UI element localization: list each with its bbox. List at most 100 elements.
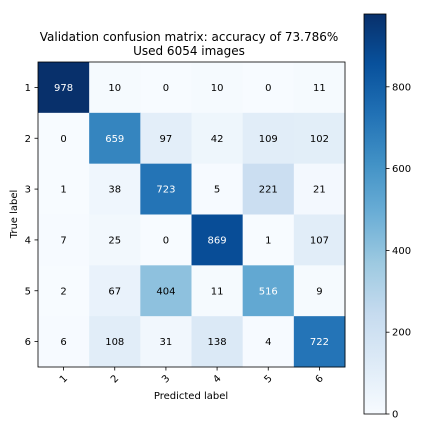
cell-value-label: 0 xyxy=(163,235,169,246)
cell-value-label: 67 xyxy=(108,286,121,297)
colorbar-tick-label: 400 xyxy=(392,246,411,257)
y-tick-label: 1 xyxy=(25,83,31,94)
cell-value-label: 4 xyxy=(265,337,271,348)
cell-value-label: 5 xyxy=(214,185,220,196)
heatmap-cell xyxy=(140,265,192,317)
heatmap-cell xyxy=(293,112,346,165)
heatmap-cell xyxy=(242,265,295,317)
y-tick-label: 5 xyxy=(25,286,31,297)
heatmap-cell xyxy=(38,112,90,165)
y-axis-ticks: 1 2 3 4 5 6 xyxy=(25,83,38,348)
chart-subtitle: Used 6054 images xyxy=(133,44,245,58)
cell-value-label: 42 xyxy=(211,134,224,145)
cell-value-label: 109 xyxy=(259,134,278,145)
heatmap-cell xyxy=(89,214,141,266)
cell-value-label: 9 xyxy=(316,286,322,297)
cell-value-label: 10 xyxy=(108,83,121,94)
x-axis-label: Predicted label xyxy=(154,391,228,402)
heatmap-cell xyxy=(38,163,90,215)
cell-value-label: 0 xyxy=(163,83,169,94)
colorbar-tick-label: 200 xyxy=(392,328,411,339)
heatmap-cell xyxy=(293,265,346,317)
x-tick-label: 5 xyxy=(262,373,274,385)
heatmap-cell xyxy=(140,316,192,368)
y-tick-label: 4 xyxy=(25,235,31,246)
heatmap-cell xyxy=(140,163,192,215)
colorbar-tick-label: 0 xyxy=(392,410,398,421)
cell-value-label: 102 xyxy=(310,134,329,145)
y-tick-label: 6 xyxy=(25,337,31,348)
heatmap-cell xyxy=(89,112,141,165)
cell-value-label: 11 xyxy=(313,83,326,94)
y-axis-label: True label xyxy=(9,190,20,240)
heatmap-cell xyxy=(89,265,141,317)
heatmap-cell xyxy=(140,214,192,266)
plot-frame xyxy=(37,61,346,368)
x-tick-label: 4 xyxy=(211,373,223,385)
heatmap-cell xyxy=(89,316,141,368)
cell-value-label: 2 xyxy=(60,286,66,297)
heatmap-cell xyxy=(293,62,346,114)
colorbar-tick-label: 600 xyxy=(392,164,411,175)
heatmap-cell xyxy=(191,112,244,165)
cell-value-label: 869 xyxy=(208,235,227,246)
x-axis-ticks: 1 2 3 4 5 6 xyxy=(58,367,326,385)
heatmap-cell xyxy=(242,112,295,165)
heatmap-cell xyxy=(242,62,295,114)
cell-value-label: 6 xyxy=(60,337,66,348)
heatmap-cell xyxy=(38,214,90,266)
heatmap-cell xyxy=(140,62,192,114)
heatmap-cell xyxy=(293,316,346,368)
heatmap-cell xyxy=(140,112,192,165)
cell-value-label: 659 xyxy=(105,134,124,145)
heatmap-cell xyxy=(191,163,244,215)
chart-title: Validation confusion matrix: accuracy of… xyxy=(40,30,339,44)
cell-value-label: 10 xyxy=(211,83,224,94)
heatmap-cell xyxy=(191,265,244,317)
x-tick-label: 3 xyxy=(160,373,172,385)
heatmap-cell xyxy=(242,163,295,215)
heatmap-cell xyxy=(191,62,244,114)
cell-value-label: 221 xyxy=(259,185,278,196)
heatmap-cell xyxy=(191,214,244,266)
cell-value-label: 31 xyxy=(160,337,173,348)
cell-value-label: 21 xyxy=(313,185,326,196)
cell-value-label: 516 xyxy=(259,286,278,297)
cell-value-label: 1 xyxy=(60,185,66,196)
heatmap-cell xyxy=(293,163,346,215)
colorbar-ticks: 0 200 400 600 800 xyxy=(386,82,411,421)
cell-value-label: 97 xyxy=(160,134,173,145)
cell-value-label: 7 xyxy=(60,235,66,246)
y-tick-label: 2 xyxy=(25,134,31,145)
heatmap-cell xyxy=(38,62,90,114)
cell-value-label: 722 xyxy=(310,337,329,348)
heatmap-cell xyxy=(191,316,244,368)
y-tick-label: 3 xyxy=(25,185,31,196)
cell-value-label: 138 xyxy=(208,337,227,348)
cell-value-label: 723 xyxy=(156,185,175,196)
cell-value-label: 1 xyxy=(265,235,271,246)
cell-value-label: 108 xyxy=(105,337,124,348)
heatmap-cell xyxy=(89,163,141,215)
x-tick-label: 1 xyxy=(58,373,70,385)
cell-value-label: 404 xyxy=(156,286,175,297)
heatmap-cell xyxy=(242,316,295,368)
heatmap-cell xyxy=(38,316,90,368)
colorbar-tick-label: 800 xyxy=(392,82,411,93)
heatmap-cell xyxy=(89,62,141,114)
x-tick-label: 2 xyxy=(109,373,121,385)
heatmap-cell xyxy=(38,265,90,317)
heatmap-cell xyxy=(242,214,295,266)
cell-value-label: 978 xyxy=(54,83,73,94)
cell-value-label: 107 xyxy=(310,235,329,246)
x-tick-label: 6 xyxy=(314,373,326,385)
cell-value-label: 38 xyxy=(108,185,121,196)
colorbar xyxy=(363,13,387,415)
cell-value-label: 25 xyxy=(108,235,121,246)
cell-value-label: 0 xyxy=(60,134,66,145)
cell-value-label: 11 xyxy=(211,286,224,297)
cell-value-label: 0 xyxy=(265,83,271,94)
heatmap-cell xyxy=(293,214,346,266)
